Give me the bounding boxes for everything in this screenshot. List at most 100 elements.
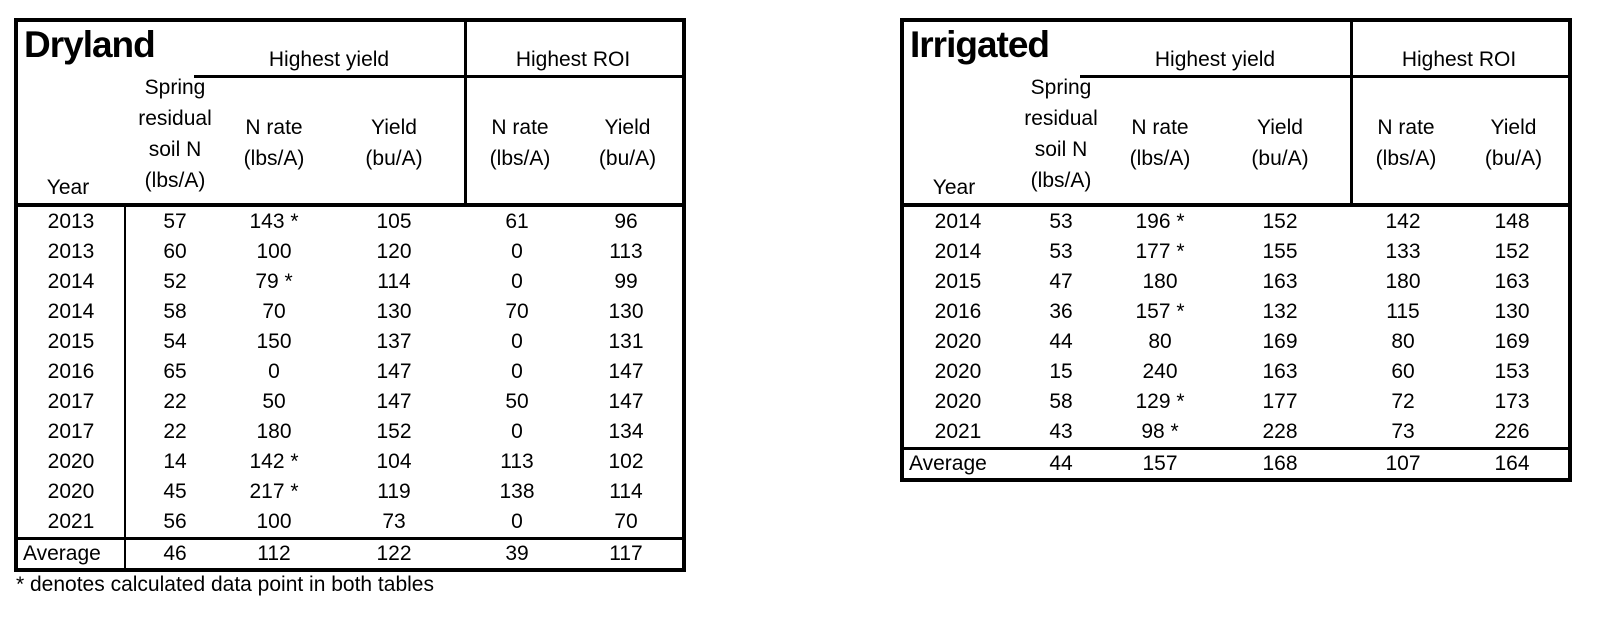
n-rate-label: N rate — [1377, 116, 1435, 139]
value-cell: 147 — [376, 390, 412, 413]
year-cell: 2013 — [18, 207, 126, 237]
value-cell: 240 — [1142, 360, 1178, 383]
value-cell: 46 — [163, 542, 187, 565]
value-cell: 102 — [608, 450, 644, 473]
value-cell: 177 — [1262, 390, 1298, 413]
yield-unit: (bu/A) — [598, 147, 657, 170]
spring-header-line: soil N — [1034, 138, 1088, 161]
yield-yield-header: Yield (bu/A) — [1210, 112, 1350, 174]
value-cell: 47 — [1049, 270, 1073, 293]
value-cell: 114 — [377, 270, 411, 293]
value-cell: 100 — [256, 510, 292, 533]
group-divider-line — [464, 22, 467, 203]
value-cell: 44 — [1049, 452, 1073, 475]
year-cell: 2014 — [934, 210, 982, 233]
value-cell: 72 — [1391, 390, 1415, 413]
value-cell: 119 — [377, 480, 411, 503]
value-cell: 180 — [1142, 270, 1178, 293]
dryland-table-title: Dryland — [24, 24, 156, 65]
dryland-average-row: Average 46 112 122 39 117 — [18, 537, 682, 568]
yield-label: Yield — [604, 116, 651, 139]
value-cell: 60 — [1391, 360, 1415, 383]
year-cell: 2014 — [18, 297, 126, 327]
yield-n-rate-header: N rate (lbs/A) — [224, 112, 324, 174]
value-cell: 226 — [1494, 420, 1530, 443]
value-cell: 58 — [1049, 390, 1073, 413]
yield-unit: (bu/A) — [365, 147, 423, 170]
year-cell: 2014 — [934, 240, 982, 263]
value-cell: 131 — [608, 330, 644, 353]
value-cell: 58 — [163, 300, 187, 323]
yield-label: Yield — [1490, 116, 1537, 139]
n-rate-unit: (lbs/A) — [1375, 147, 1437, 170]
value-cell: 134 — [608, 420, 644, 443]
value-cell: 120 — [376, 240, 412, 263]
value-cell: 147 — [376, 360, 412, 383]
value-cell: 54 — [163, 330, 187, 353]
highest-yield-group-header: Highest yield — [194, 44, 464, 78]
value-cell: 0 — [511, 330, 523, 353]
value-cell: 70 — [505, 300, 529, 323]
year-cell: 2016 — [18, 357, 126, 387]
value-cell: 152 — [1494, 240, 1530, 263]
value-cell: 44 — [1049, 330, 1073, 353]
value-cell: 0 — [511, 360, 523, 383]
average-label-cell: Average — [909, 452, 987, 475]
value-cell: 173 — [1494, 390, 1530, 413]
value-cell: 50 — [262, 390, 286, 413]
n-rate-label: N rate — [491, 116, 549, 139]
value-cell: 43 — [1049, 420, 1073, 443]
value-cell: 61 — [505, 210, 529, 233]
value-cell: 80 — [1391, 330, 1415, 353]
value-cell: 168 — [1262, 452, 1298, 475]
yield-n-rate-header: N rate (lbs/A) — [1110, 112, 1210, 174]
value-cell: 153 — [1494, 360, 1530, 383]
value-cell: 129 * — [1135, 390, 1185, 413]
roi-n-rate-header: N rate (lbs/A) — [1353, 112, 1459, 174]
value-cell: 53 — [1049, 240, 1073, 263]
year-cell: 2020 — [934, 330, 982, 353]
value-cell: 180 — [256, 420, 292, 443]
value-cell: 113 — [609, 240, 643, 263]
value-cell: 50 — [505, 390, 529, 413]
roi-n-rate-header: N rate (lbs/A) — [467, 112, 573, 174]
value-cell: 228 — [1262, 420, 1298, 443]
roi-yield-header: Yield (bu/A) — [1459, 112, 1568, 174]
value-cell: 105 — [376, 210, 412, 233]
average-label-cell: Average — [18, 540, 126, 568]
value-cell: 36 — [1049, 300, 1073, 323]
value-cell: 147 — [608, 360, 644, 383]
value-cell: 163 — [1262, 270, 1298, 293]
year-cell: 2014 — [18, 267, 126, 297]
value-cell: 15 — [1049, 360, 1073, 383]
value-cell: 73 — [382, 510, 406, 533]
year-cell: 2020 — [934, 390, 982, 413]
value-cell: 22 — [163, 390, 187, 413]
spring-residual-soil-n-header: Spring residual soil N (lbs/A) — [1012, 72, 1110, 196]
yield-unit: (bu/A) — [1251, 147, 1309, 170]
value-cell: 137 — [376, 330, 412, 353]
value-cell: 73 — [1391, 420, 1415, 443]
value-cell: 169 — [1494, 330, 1530, 353]
value-cell: 152 — [1262, 210, 1298, 233]
value-cell: 155 — [1262, 240, 1298, 263]
value-cell: 142 — [1385, 210, 1421, 233]
value-cell: 98 * — [1141, 420, 1179, 443]
spring-header-line: residual — [138, 107, 212, 130]
spring-header-line: Spring — [1030, 76, 1092, 99]
spring-header-line: (lbs/A) — [1030, 169, 1092, 192]
value-cell: 180 — [1385, 270, 1421, 293]
n-rate-unit: (lbs/A) — [243, 147, 305, 170]
yield-unit: (bu/A) — [1484, 147, 1543, 170]
value-cell: 115 — [1386, 300, 1420, 323]
value-cell: 132 — [1262, 300, 1298, 323]
highest-roi-group-header: Highest ROI — [1350, 44, 1568, 78]
value-cell: 0 — [511, 270, 523, 293]
value-cell: 169 — [1262, 330, 1298, 353]
irrigated-table-title: Irrigated — [910, 24, 1050, 65]
value-cell: 96 — [614, 210, 638, 233]
value-cell: 39 — [505, 542, 529, 565]
asterisk-footnote: * denotes calculated data point in both … — [16, 573, 434, 596]
value-cell: 138 — [499, 480, 535, 503]
year-cell: 2020 — [934, 360, 982, 383]
